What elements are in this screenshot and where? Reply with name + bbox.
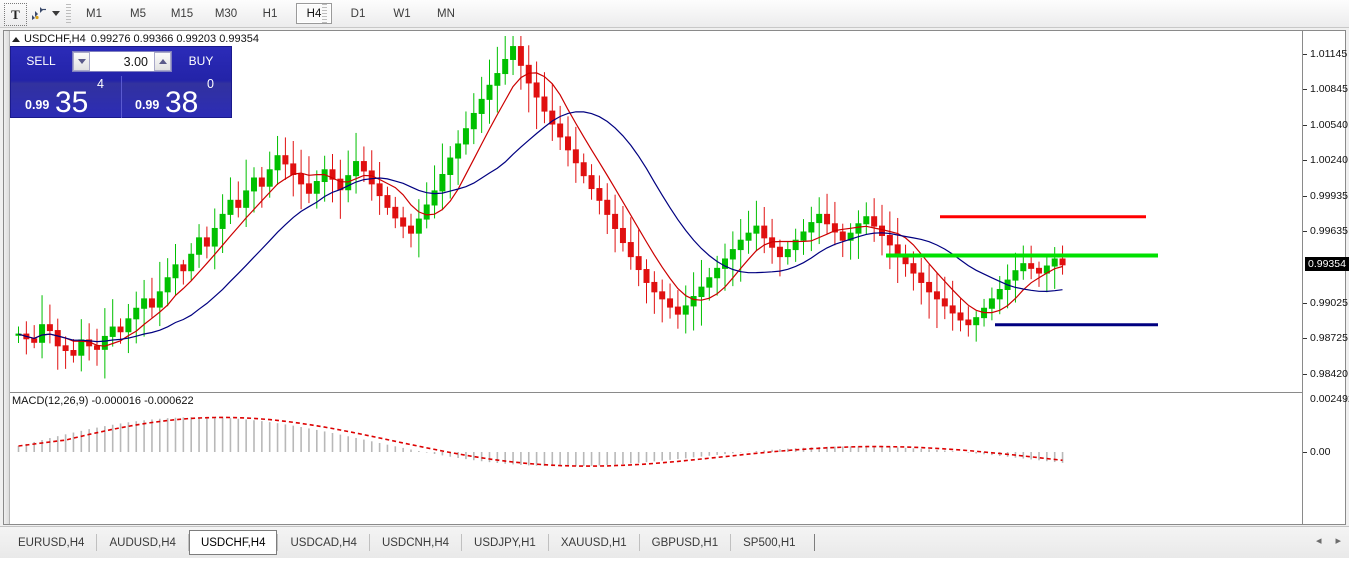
price-tick-label: 1.00540: [1310, 119, 1348, 132]
tab-separator: [96, 534, 98, 551]
top-toolbar: T M1 M5 M15 M30 H1 H4 D1 W1 MN: [0, 0, 1349, 28]
candlestick-chart: [15, 36, 1158, 379]
price-tick-label: 1.01145: [1310, 48, 1348, 61]
timeframe-m5[interactable]: M5: [130, 7, 146, 20]
sell-price-prefix: 0.99: [25, 98, 50, 112]
buy-button[interactable]: BUY: [188, 54, 214, 68]
tab-caret: [813, 534, 815, 551]
caret-down-icon: [77, 59, 86, 64]
buy-price-prefix: 0.99: [135, 98, 160, 112]
price-tick: [1303, 160, 1307, 162]
pane-separator[interactable]: [10, 392, 1304, 393]
buy-price-fraction: 0: [207, 77, 214, 91]
price-scale[interactable]: 1.01145 1.00845 1.00540 1.00240 0.99935 0.996…: [1302, 31, 1349, 542]
current-price-label: 0.99354: [1305, 257, 1349, 272]
volume-value[interactable]: 3.00: [123, 54, 148, 69]
chevron-down-icon: [51, 11, 60, 16]
macd-header-label: MACD(12,26,9) -0.000016 -0.000622: [12, 395, 194, 407]
price-tick-label: 0.99025: [1310, 296, 1348, 309]
tab-separator: [187, 534, 189, 551]
sell-price-main: 35: [55, 86, 89, 119]
toolbar-grip-right[interactable]: [322, 4, 327, 23]
chart-window[interactable]: USDCHF,H4 0.99276 0.99366 0.99203 0.99354…: [3, 30, 1349, 556]
price-tick: [1303, 373, 1307, 375]
price-pane[interactable]: [10, 36, 1304, 391]
sell-button[interactable]: SELL: [26, 54, 56, 68]
price-tick: [1303, 338, 1307, 340]
chart-header: USDCHF,H4 0.99276 0.99366 0.99203 0.99354: [12, 33, 259, 45]
tab-usdcadh4[interactable]: USDCAD,H4: [290, 536, 357, 549]
price-tick: [1303, 54, 1307, 56]
volume-decrease-button[interactable]: [73, 52, 90, 71]
macd-tick-label: 0.00: [1310, 446, 1331, 458]
timeframe-h1[interactable]: H1: [262, 7, 278, 20]
timeframe-m15[interactable]: M15: [170, 7, 194, 20]
tab-xauusdh1[interactable]: XAUUSD,H1: [560, 536, 627, 549]
collapse-triangle-icon[interactable]: [12, 36, 20, 42]
chart-tabs: EURUSD,H4 AUDUSD,H4 USDCHF,H4 USDCAD,H4 USDC…: [6, 530, 815, 555]
buy-price-main: 38: [165, 86, 199, 119]
tab-prev-button[interactable]: ◂: [1315, 535, 1322, 547]
price-tick: [1303, 196, 1307, 198]
tab-audusdh4[interactable]: AUDUSD,H4: [109, 536, 176, 549]
macd-tick-label: 0.002492: [1310, 393, 1349, 405]
chart-left-rail: [4, 31, 10, 524]
one-click-trading-panel[interactable]: SELL 3.00 BUY 0.99 35 4: [10, 46, 232, 119]
chart-symbol-label: USDCHF,H4: [24, 33, 86, 45]
tab-gbpusdh1[interactable]: GBPUSD,H1: [651, 536, 719, 549]
tab-nav: ◂ ▸: [1316, 534, 1341, 547]
buy-price-quote[interactable]: 0.99 38 0: [121, 76, 231, 119]
volume-increase-button[interactable]: [154, 52, 171, 71]
tab-separator: [547, 534, 549, 551]
toolbar-grip[interactable]: [66, 4, 71, 23]
tab-separator: [638, 534, 640, 551]
price-tick: [1303, 125, 1307, 127]
timeframe-mn[interactable]: MN: [437, 7, 455, 20]
price-tick-label: 0.98420: [1310, 367, 1348, 380]
timeframe-d1[interactable]: D1: [350, 7, 366, 20]
chart-tab-bar: EURUSD,H4 AUDUSD,H4 USDCHF,H4 USDCAD,H4 USDC…: [0, 526, 1349, 558]
timeframe-m1[interactable]: M1: [86, 7, 102, 20]
price-tick-label: 1.00845: [1310, 83, 1348, 96]
tab-eurusdh4[interactable]: EURUSD,H4: [18, 536, 85, 549]
macd-signal-line: [18, 416, 1063, 467]
tab-next-button[interactable]: ▸: [1335, 535, 1341, 547]
sell-price-fraction: 4: [97, 77, 104, 91]
caret-up-icon: [158, 59, 167, 64]
price-tick-label: 0.99635: [1310, 225, 1348, 238]
tab-separator: [730, 534, 732, 551]
price-tick: [1303, 231, 1307, 233]
macd-tick: [1303, 452, 1307, 453]
tab-sp500h1[interactable]: SP500,H1: [743, 536, 796, 549]
text-tool-icon[interactable]: T: [4, 3, 27, 26]
tab-usdjpyh1[interactable]: USDJPY,H1: [474, 536, 536, 549]
price-tick-label: 1.00240: [1310, 154, 1348, 167]
price-tick-label: 0.98725: [1310, 332, 1348, 345]
octp-controls: SELL 3.00 BUY: [11, 47, 231, 76]
macd-chart: [17, 416, 1064, 467]
price-tick: [1303, 89, 1307, 91]
tab-usdchfh4[interactable]: USDCHF,H4: [188, 530, 278, 555]
volume-input[interactable]: 3.00: [72, 51, 172, 72]
timeframe-group: M1 M5 M15 M30 H1 H4 D1 W1 MN: [72, 0, 468, 27]
crosshair-indicator-icon[interactable]: [28, 3, 49, 24]
timeframe-m30[interactable]: M30: [214, 7, 238, 20]
tab-separator: [461, 534, 463, 551]
macd-pane[interactable]: [10, 393, 1304, 539]
tab-separator: [277, 534, 279, 551]
sell-price-quote[interactable]: 0.99 35 4: [11, 76, 122, 119]
indicator-dropdown-button[interactable]: [49, 3, 62, 24]
octp-quotes: 0.99 35 4 0.99 38 0: [11, 76, 231, 119]
tab-separator: [368, 534, 370, 551]
price-tick: [1303, 302, 1307, 304]
chart-ohlc-label: 0.99276 0.99366 0.99203 0.99354: [90, 33, 259, 45]
price-tick-label: 0.99935: [1310, 190, 1348, 203]
tab-usdcnhh4[interactable]: USDCNH,H4: [381, 536, 450, 549]
timeframe-w1[interactable]: W1: [393, 7, 411, 20]
